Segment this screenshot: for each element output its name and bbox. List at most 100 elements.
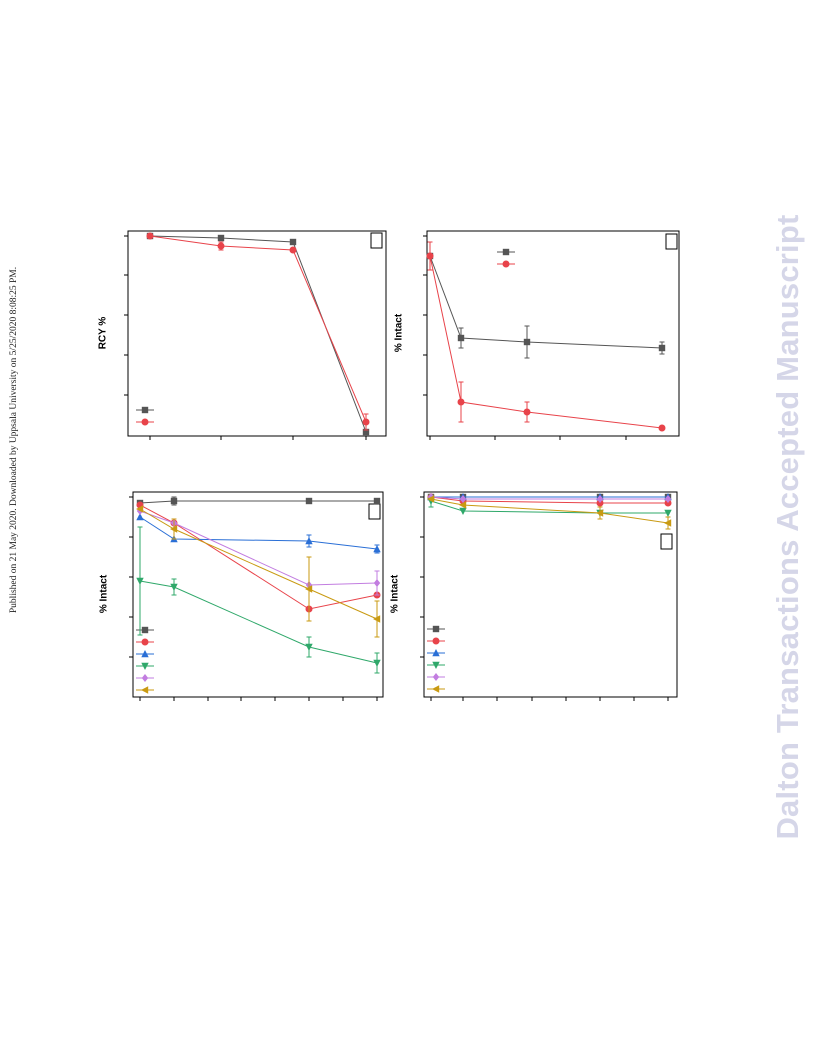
data-point <box>596 495 604 503</box>
data-point <box>457 398 465 406</box>
data-point <box>459 501 467 509</box>
series-line <box>149 235 367 433</box>
series-line <box>430 496 668 504</box>
series-violet <box>136 507 381 596</box>
series-line <box>429 255 663 349</box>
data-point <box>136 505 144 513</box>
data-point <box>146 232 154 240</box>
data-point <box>457 334 465 342</box>
legend-marker <box>141 662 149 670</box>
series-green <box>136 526 381 674</box>
series-line <box>139 504 378 610</box>
series-blue <box>136 513 381 554</box>
chart-panel-bottom-left: % Intact <box>99 491 384 701</box>
legend-marker <box>432 661 440 669</box>
chart-panel-top-right: % Intact <box>394 230 680 440</box>
series-gold <box>136 505 381 638</box>
data-point <box>362 418 370 426</box>
series-black <box>136 496 381 507</box>
panel-label-box <box>370 232 383 249</box>
legend-marker <box>432 649 440 657</box>
data-point <box>217 234 225 242</box>
legend-entry-red <box>427 637 445 645</box>
legend-marker <box>141 418 149 426</box>
data-point <box>289 238 297 246</box>
data-point <box>664 495 672 503</box>
data-point <box>305 643 313 651</box>
y-axis-label: % Intact <box>390 574 401 613</box>
series-black <box>426 252 666 359</box>
chart-panel-top-left: RCY % <box>98 230 387 440</box>
legend-marker <box>502 260 510 268</box>
chart-panel-bottom-right: % Intact <box>390 491 678 701</box>
legend-marker <box>141 638 149 646</box>
legend-entry-black <box>427 625 445 633</box>
legend-entry-green <box>427 661 445 669</box>
legend-marker <box>432 685 440 693</box>
series-black <box>146 232 370 436</box>
series-line <box>139 508 378 620</box>
data-point <box>427 495 435 503</box>
data-point <box>170 525 178 533</box>
legend-entry-gold <box>136 686 154 694</box>
legend-entry-red <box>497 260 515 268</box>
series-line <box>429 255 663 429</box>
data-point <box>426 252 434 260</box>
legend-entry-violet <box>427 673 445 681</box>
data-point <box>658 344 666 352</box>
y-axis-label: % Intact <box>99 574 110 613</box>
data-point <box>305 537 313 545</box>
series-red <box>146 232 370 431</box>
legend-entry-blue <box>427 649 445 657</box>
data-point <box>523 338 531 346</box>
legend-marker <box>141 626 149 634</box>
data-point <box>658 424 666 432</box>
legend-marker <box>432 625 440 633</box>
data-point <box>217 242 225 250</box>
series-line <box>430 498 669 524</box>
plot-frame <box>127 230 387 437</box>
series-line <box>149 235 367 423</box>
series-gold <box>427 495 672 530</box>
data-point <box>373 579 381 587</box>
legend-marker <box>141 406 149 414</box>
series-line <box>430 496 668 500</box>
series-line <box>430 500 668 514</box>
legend-entry-black <box>136 626 154 634</box>
plot-frame <box>132 491 384 698</box>
series-red <box>426 241 666 432</box>
y-axis-label: % Intact <box>394 313 405 352</box>
data-point <box>305 497 313 505</box>
legend-entry-green <box>136 662 154 670</box>
data-point <box>523 408 531 416</box>
data-point <box>596 509 604 517</box>
legend-entry-black <box>136 406 154 414</box>
data-point <box>362 428 370 436</box>
data-point <box>664 519 672 527</box>
legend-marker <box>432 673 440 681</box>
series-line <box>139 580 378 664</box>
panel-label-box <box>665 233 678 250</box>
y-axis-label: RCY % <box>98 317 109 350</box>
legend-marker <box>141 674 149 682</box>
data-point <box>459 495 467 503</box>
panel-label-box <box>368 503 381 520</box>
series-line <box>139 510 378 586</box>
panel-label-box <box>660 533 673 550</box>
legend-entry-red <box>136 418 154 426</box>
series-line <box>139 500 377 504</box>
data-point <box>373 615 381 623</box>
data-point <box>170 497 178 505</box>
legend-marker <box>141 650 149 658</box>
data-point <box>664 509 672 517</box>
data-point <box>289 246 297 254</box>
data-point <box>305 585 313 593</box>
series-red <box>136 501 381 613</box>
series-line <box>139 516 378 550</box>
legend-marker <box>141 686 149 694</box>
plot-frame <box>423 491 678 698</box>
data-point <box>373 659 381 667</box>
data-point <box>170 583 178 591</box>
data-point <box>136 577 144 585</box>
legend-entry-gold <box>427 685 445 693</box>
